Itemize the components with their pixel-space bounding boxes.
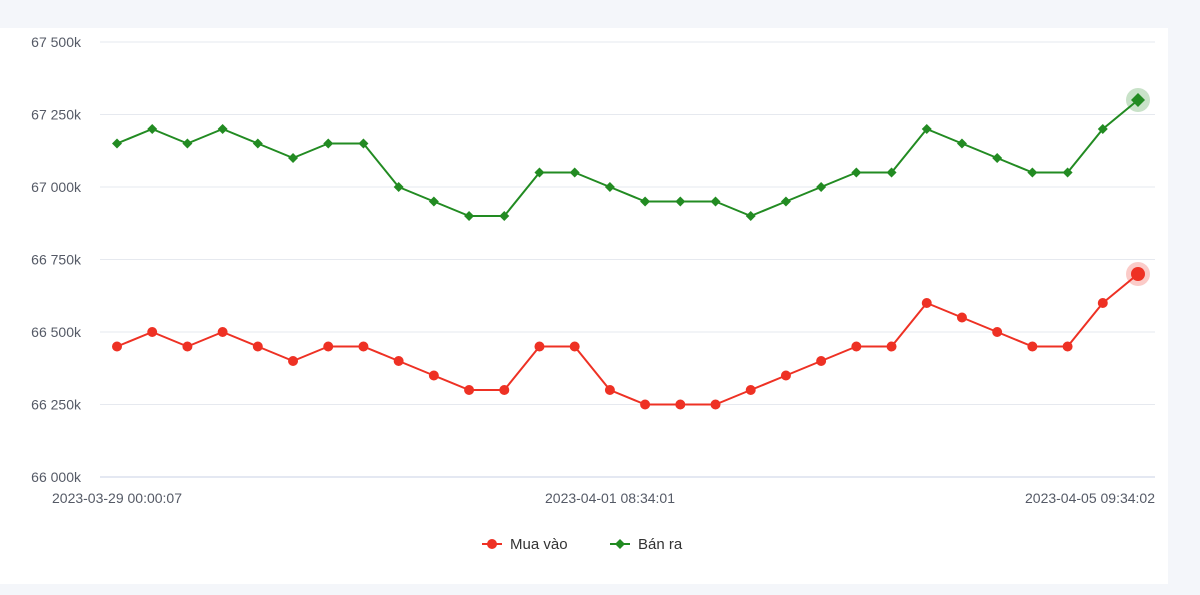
data-point[interactable]: [745, 211, 756, 221]
x-tick-label: 2023-04-01 08:34:01: [545, 490, 675, 506]
data-point[interactable]: [921, 124, 932, 134]
data-point[interactable]: [428, 370, 439, 381]
data-point[interactable]: [1097, 124, 1108, 134]
y-tick-label: 66 500k: [31, 324, 82, 340]
data-point[interactable]: [816, 356, 827, 366]
y-tick-label: 67 000k: [31, 179, 82, 195]
data-point[interactable]: [323, 138, 334, 149]
series-mua-vao: [112, 262, 1150, 410]
data-point[interactable]: [464, 211, 475, 221]
y-tick-label: 66 750k: [31, 252, 82, 268]
series-line: [116, 273, 1139, 406]
data-point[interactable]: [358, 341, 369, 352]
data-point[interactable]: [640, 196, 651, 207]
data-point[interactable]: [886, 341, 897, 352]
data-point[interactable]: [252, 341, 263, 352]
data-point[interactable]: [288, 356, 299, 366]
data-point[interactable]: [1027, 167, 1038, 178]
data-point[interactable]: [956, 138, 967, 149]
data-point[interactable]: [710, 196, 721, 207]
data-point[interactable]: [1131, 267, 1145, 281]
data-point[interactable]: [569, 167, 580, 178]
legend-marker: [615, 539, 625, 549]
data-point[interactable]: [851, 341, 862, 352]
data-point[interactable]: [1097, 298, 1108, 308]
series-ban-ra: [112, 88, 1150, 221]
data-point[interactable]: [112, 341, 122, 352]
data-point[interactable]: [675, 196, 686, 207]
data-point[interactable]: [499, 211, 510, 221]
data-point[interactable]: [956, 312, 967, 323]
data-point[interactable]: [393, 182, 404, 192]
x-axis-ticks: 2023-03-29 00:00:07 2023-04-01 08:34:01 20…: [52, 490, 1155, 506]
y-axis-ticks: 66 000k 66 250k 66 500k 66 750k 67 000k 67 25…: [31, 34, 82, 485]
data-point[interactable]: [534, 341, 545, 352]
data-point[interactable]: [428, 196, 439, 207]
legend-marker: [487, 539, 497, 549]
data-point[interactable]: [182, 138, 193, 149]
data-point[interactable]: [1062, 341, 1073, 352]
y-tick-label: 67 500k: [31, 34, 82, 50]
legend[interactable]: Mua vào Bán ra: [482, 536, 683, 553]
legend-item-mua-vao[interactable]: Mua vào: [482, 536, 568, 553]
data-point[interactable]: [534, 167, 545, 178]
data-point[interactable]: [288, 153, 299, 163]
data-point[interactable]: [780, 370, 791, 381]
data-point[interactable]: [710, 399, 721, 410]
data-point[interactable]: [323, 341, 334, 352]
data-point[interactable]: [1131, 93, 1145, 107]
data-point[interactable]: [393, 356, 404, 366]
x-tick-label: 2023-03-29 00:00:07: [52, 490, 182, 506]
data-point[interactable]: [992, 327, 1003, 337]
series-line: [116, 99, 1139, 217]
data-point[interactable]: [147, 327, 158, 337]
data-point[interactable]: [147, 124, 158, 134]
data-point[interactable]: [358, 138, 369, 149]
data-point[interactable]: [921, 298, 932, 308]
y-tick-label: 66 250k: [31, 397, 82, 413]
data-point[interactable]: [886, 167, 897, 178]
series-group: [112, 88, 1150, 410]
data-point[interactable]: [1027, 341, 1038, 352]
grid-lines: [100, 41, 1155, 478]
data-point[interactable]: [992, 153, 1003, 163]
data-point[interactable]: [252, 138, 263, 149]
legend-label: Mua vào: [510, 536, 568, 553]
data-point[interactable]: [217, 327, 228, 337]
data-point[interactable]: [182, 341, 193, 352]
data-point[interactable]: [604, 385, 615, 395]
data-point[interactable]: [851, 167, 862, 178]
data-point[interactable]: [675, 399, 686, 410]
legend-item-ban-ra[interactable]: Bán ra: [610, 536, 683, 553]
data-point[interactable]: [1062, 167, 1073, 178]
data-point[interactable]: [112, 138, 122, 149]
data-point[interactable]: [745, 385, 756, 395]
y-tick-label: 67 250k: [31, 107, 82, 123]
legend-label: Bán ra: [638, 536, 683, 553]
data-point[interactable]: [640, 399, 651, 410]
data-point[interactable]: [569, 341, 580, 352]
data-point[interactable]: [217, 124, 228, 134]
data-point[interactable]: [464, 385, 475, 395]
data-point[interactable]: [604, 182, 615, 192]
data-point[interactable]: [816, 182, 827, 192]
y-tick-label: 66 000k: [31, 469, 82, 485]
data-point[interactable]: [780, 196, 791, 207]
data-point[interactable]: [499, 385, 510, 395]
x-tick-label: 2023-04-05 09:34:02: [1025, 490, 1155, 506]
chart-panel: [0, 28, 1168, 584]
